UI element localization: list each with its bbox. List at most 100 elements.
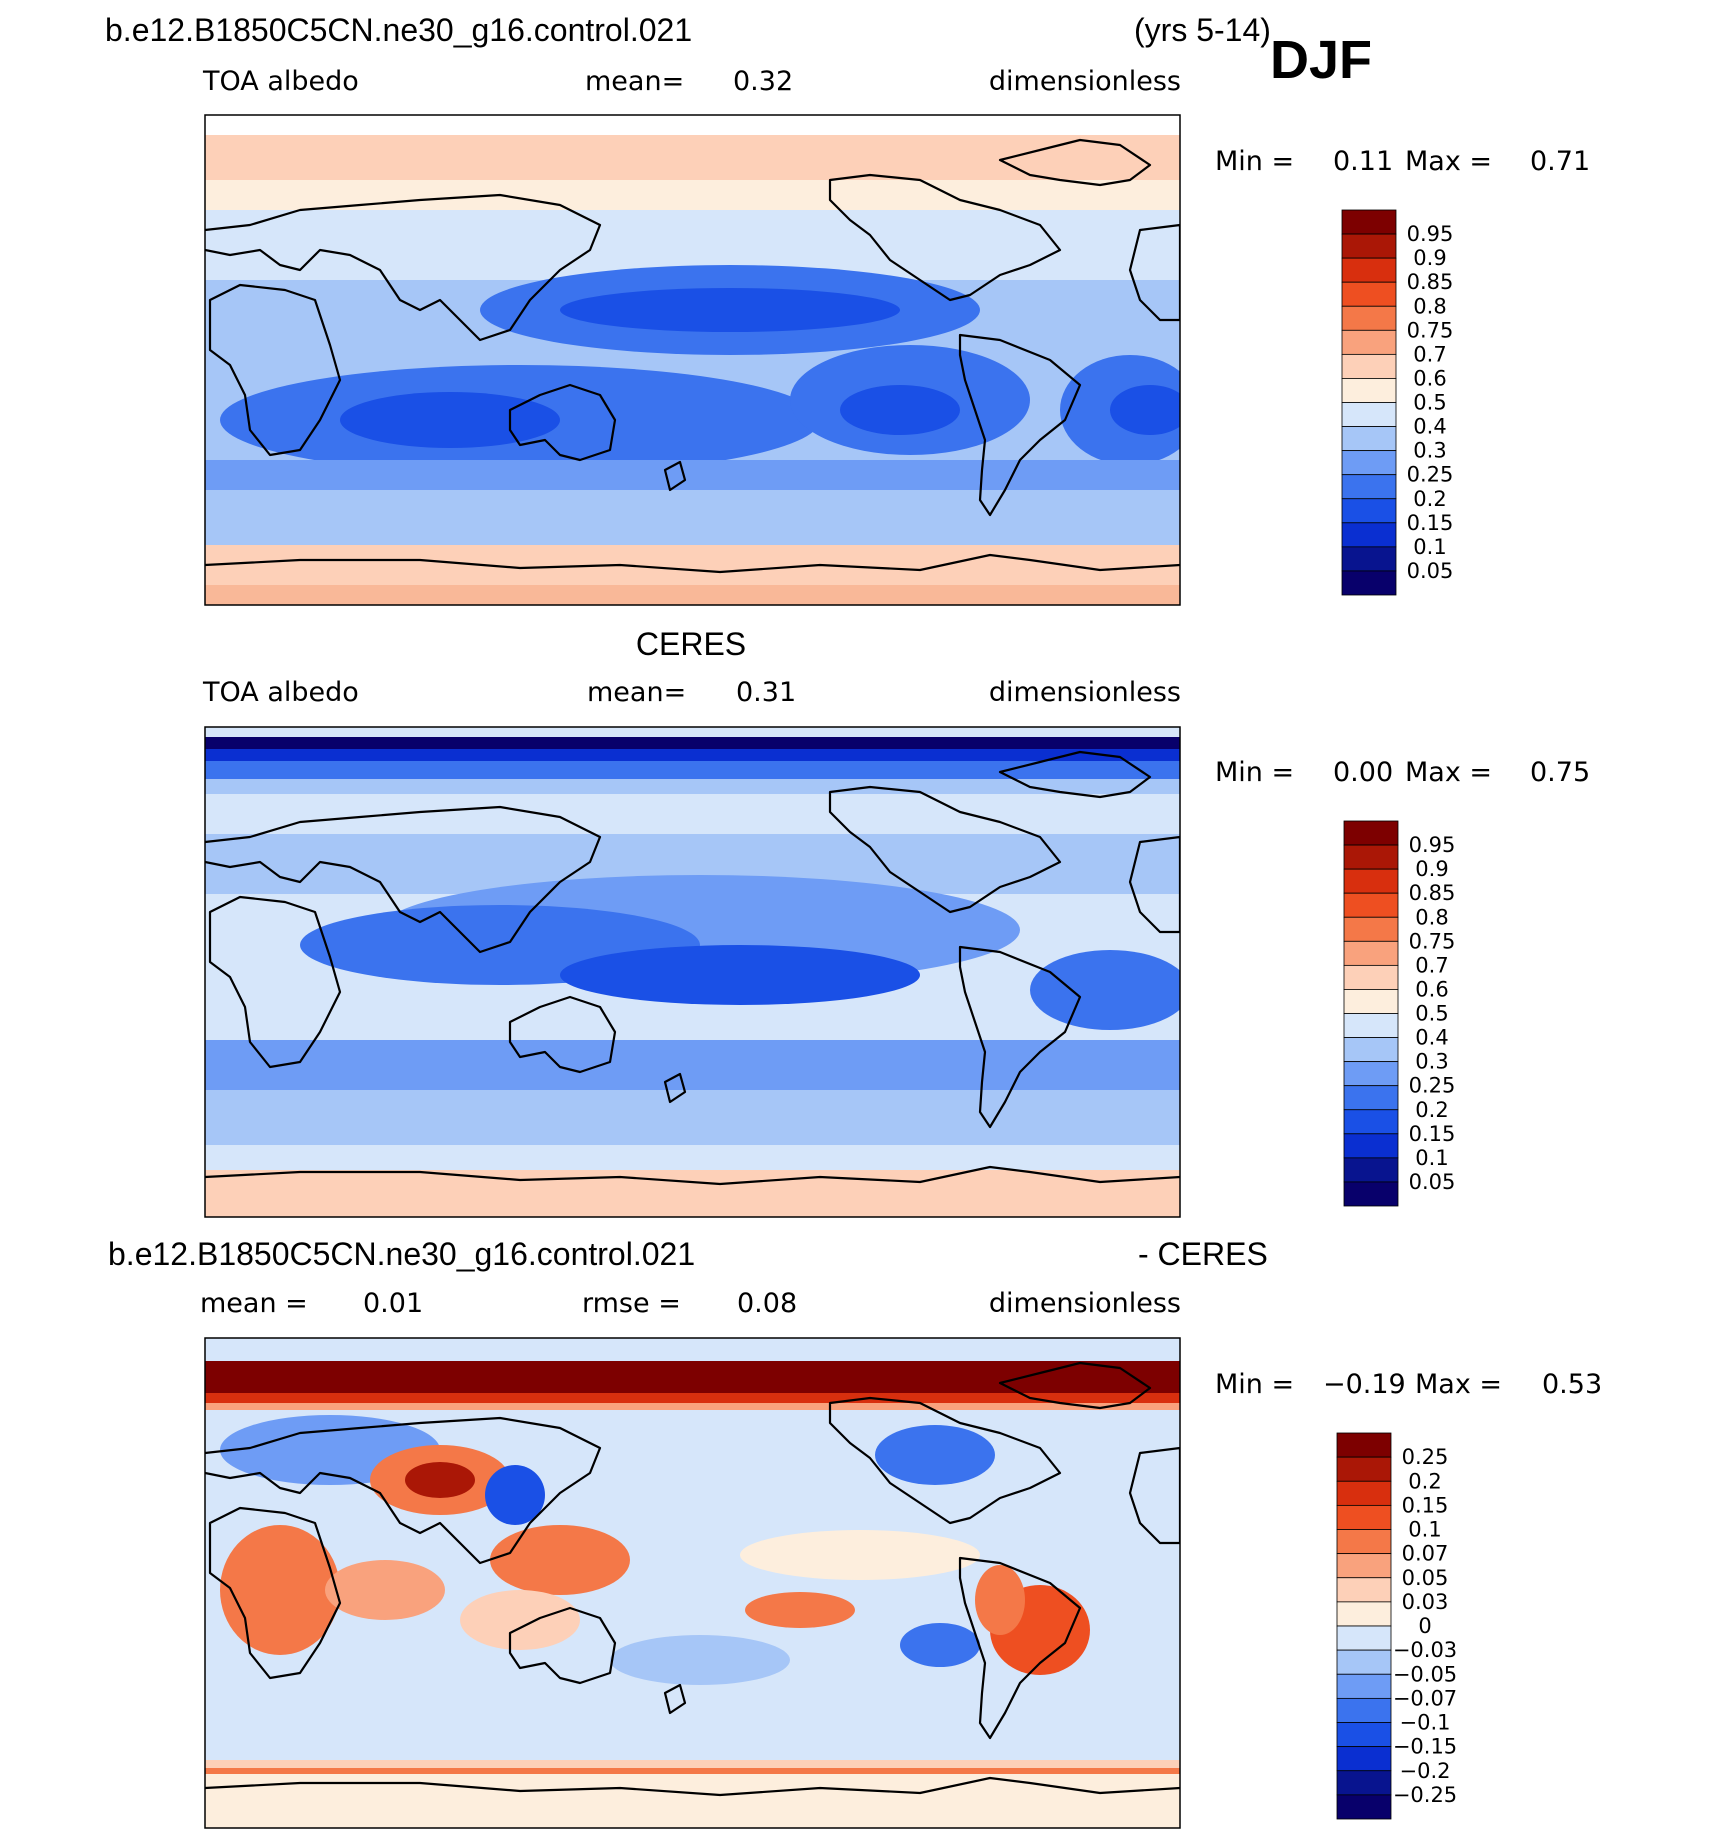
- panel2-max-label: Max =: [1405, 757, 1492, 788]
- colorbar-box: [1343, 1157, 1399, 1183]
- colorbar-tick-label: 0.25: [1409, 1074, 1456, 1098]
- panel1-variable-label: TOA albedo: [202, 66, 359, 97]
- colorbar-box: [1341, 305, 1397, 331]
- panel1-max-value: 0.71: [1530, 146, 1590, 177]
- colorbar-tick-label: 0.2: [1413, 487, 1446, 511]
- panel3-map: [205, 1338, 1180, 1828]
- colorbar-tick-label: 0.1: [1413, 535, 1446, 559]
- panel2-min-value: 0.00: [1333, 757, 1393, 788]
- colorbar-tick-label: 0.3: [1413, 439, 1446, 463]
- colorbar-box: [1341, 426, 1397, 452]
- colorbar-box: [1336, 1432, 1392, 1458]
- panel1-min-value: 0.11: [1333, 146, 1393, 177]
- colorbar-box: [1336, 1697, 1392, 1723]
- colorbar-box: [1336, 1456, 1392, 1482]
- colorbar-tick-label: 0.7: [1413, 342, 1446, 366]
- colorbar-box: [1341, 498, 1397, 524]
- panel2-title: CERES: [636, 626, 746, 662]
- colorbar-box: [1341, 522, 1397, 548]
- colorbar-tick-label: −0.2: [1400, 1759, 1451, 1783]
- panel1-mean-label: mean=: [585, 66, 684, 97]
- colorbar-box: [1336, 1480, 1392, 1506]
- colorbar-box: [1336, 1649, 1392, 1675]
- colorbar-box: [1343, 1037, 1399, 1063]
- colorbar-box: [1341, 402, 1397, 427]
- colorbar-tick-label: 0.85: [1407, 270, 1454, 294]
- colorbar-tick-label: 0: [1418, 1614, 1431, 1638]
- panel2-units-label: dimensionless: [989, 677, 1181, 708]
- colorbar-tick-label: 0.4: [1415, 1026, 1448, 1050]
- panel2-colorbar: 0.950.90.850.80.750.70.60.50.40.30.250.2…: [1343, 820, 1456, 1207]
- colorbar-box: [1336, 1553, 1392, 1579]
- colorbar-tick-label: 0.15: [1407, 511, 1454, 535]
- colorbar-tick-label: 0.75: [1407, 318, 1454, 342]
- colorbar-tick-label: 0.4: [1413, 415, 1446, 439]
- panel3-mean-value: 0.01: [363, 1288, 423, 1319]
- case-title: b.e12.B1850C5CN.ne30_g16.control.021: [105, 12, 692, 48]
- colorbar-tick-label: 0.8: [1413, 294, 1446, 318]
- panel3-max-label: Max =: [1415, 1369, 1502, 1400]
- colorbar-box: [1336, 1625, 1392, 1651]
- colorbar-tick-label: 0.1: [1408, 1518, 1441, 1542]
- colorbar-tick-label: 0.85: [1409, 881, 1456, 905]
- colorbar-tick-label: 0.9: [1413, 246, 1446, 270]
- colorbar-tick-label: 0.3: [1415, 1050, 1448, 1074]
- colorbar-tick-label: 0.05: [1402, 1566, 1449, 1590]
- panel3-units-label: dimensionless: [989, 1288, 1181, 1319]
- panel2-min-label: Min =: [1215, 757, 1294, 788]
- colorbar-box: [1341, 281, 1397, 307]
- colorbar-tick-label: 0.75: [1409, 929, 1456, 953]
- colorbar-tick-label: 0.95: [1409, 833, 1456, 857]
- panel1-units-label: dimensionless: [989, 66, 1181, 97]
- colorbar-box: [1341, 378, 1397, 403]
- panel3-min-label: Min =: [1215, 1369, 1294, 1400]
- panel3-mean-label: mean =: [200, 1288, 308, 1319]
- colorbar-box: [1341, 474, 1397, 500]
- panel2-map: [205, 727, 1180, 1217]
- colorbar-box: [1343, 989, 1399, 1014]
- panel2-max-value: 0.75: [1530, 757, 1590, 788]
- colorbar-box: [1336, 1770, 1392, 1796]
- colorbar-tick-label: 0.05: [1407, 559, 1454, 583]
- colorbar-tick-label: 0.6: [1413, 366, 1446, 390]
- panel2-variable-label: TOA albedo: [202, 677, 359, 708]
- colorbar-tick-label: 0.07: [1402, 1542, 1449, 1566]
- colorbar-box: [1343, 1109, 1399, 1135]
- colorbar-tick-label: 0.03: [1402, 1590, 1449, 1614]
- colorbar-tick-label: 0.95: [1407, 222, 1454, 246]
- colorbar-box: [1343, 892, 1399, 918]
- panel3-rmse-label: rmse =: [582, 1288, 681, 1319]
- panel2-frame: [204, 726, 1181, 1218]
- colorbar-box: [1343, 964, 1399, 990]
- panel1-frame: [204, 114, 1181, 606]
- colorbar-box: [1336, 1722, 1392, 1748]
- colorbar-tick-label: −0.05: [1393, 1662, 1457, 1686]
- colorbar-tick-label: 0.8: [1415, 905, 1448, 929]
- panel3-title-left: b.e12.B1850C5CN.ne30_g16.control.021: [108, 1236, 695, 1272]
- colorbar-box: [1343, 820, 1399, 846]
- colorbar-box: [1343, 940, 1399, 966]
- colorbar-tick-label: 0.9: [1415, 857, 1448, 881]
- panel3-coastlines: [205, 1361, 1180, 1797]
- panel1-min-label: Min =: [1215, 146, 1294, 177]
- colorbar-box: [1343, 1181, 1399, 1207]
- colorbar-box: [1341, 257, 1397, 283]
- colorbar-tick-label: 0.25: [1407, 463, 1454, 487]
- colorbar-tick-label: 0.5: [1413, 391, 1446, 415]
- colorbar-tick-label: 0.25: [1402, 1445, 1449, 1469]
- colorbar-box: [1336, 1794, 1392, 1820]
- colorbar-tick-label: −0.25: [1393, 1783, 1457, 1807]
- colorbar-box: [1343, 844, 1399, 870]
- panel3-rmse-value: 0.08: [737, 1288, 797, 1319]
- colorbar-tick-label: −0.03: [1393, 1638, 1457, 1662]
- panel3-title-right: - CERES: [1138, 1236, 1268, 1272]
- colorbar-tick-label: 0.6: [1415, 977, 1448, 1001]
- colorbar-box: [1343, 1133, 1399, 1159]
- panel2-mean-value: 0.31: [736, 677, 796, 708]
- colorbar-tick-label: −0.15: [1393, 1735, 1457, 1759]
- panel1-coastlines: [205, 138, 1180, 574]
- panel1-max-label: Max =: [1405, 146, 1492, 177]
- colorbar-box: [1341, 329, 1397, 355]
- colorbar-box: [1341, 546, 1397, 572]
